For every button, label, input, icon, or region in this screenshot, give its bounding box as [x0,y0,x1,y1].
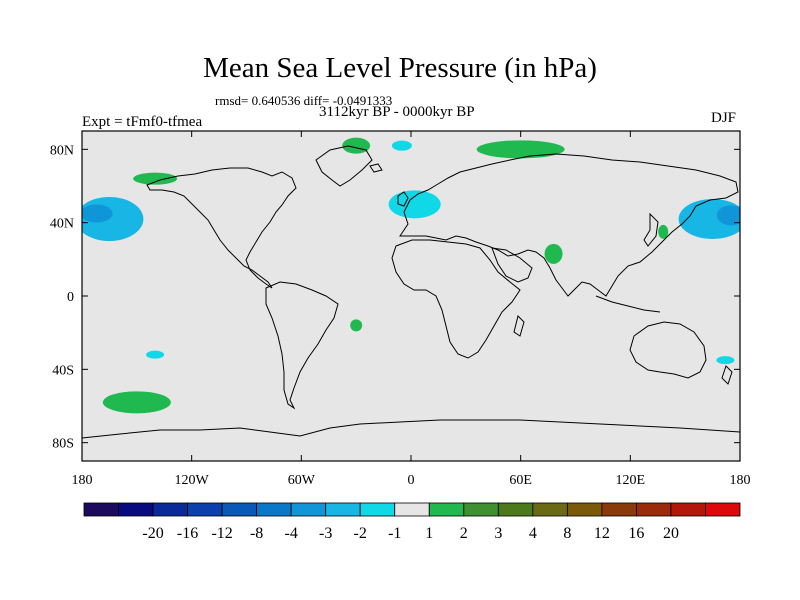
north-america-coast [146,167,297,289]
colorbar-swatch [566,502,603,517]
colorbar-label: -16 [177,525,198,542]
x-tick-label: 180 [72,473,93,488]
x-tick-label: 60W [288,473,316,488]
anomaly-region-north-pacific-west-low-core [716,205,740,226]
anomaly-region-arctic-siberia-high [476,140,565,159]
y-tick-label: 80S [52,437,74,452]
colorbar-swatch [532,502,568,517]
uk-coast [397,191,409,207]
colorbar-swatch [83,502,119,517]
colorbar-swatch [256,502,292,517]
colorbar-label: -3 [319,525,332,542]
anomaly-region-europe-low [388,190,441,219]
colorbar-swatch [221,502,258,517]
y-tick-label: 40N [50,217,74,232]
colorbar-label: 2 [460,525,468,542]
colorbar-swatch [152,502,188,517]
colorbar-swatch [705,502,741,517]
colorbar-label: -1 [388,525,401,542]
colorbar-swatch [636,502,672,517]
anomaly-region-tasman-low [716,356,735,365]
colorbar-swatch [601,502,637,517]
new-zealand-coast [721,365,733,385]
anomaly-region-india-high [544,243,563,264]
colorbar-label: -4 [284,525,297,542]
time-period-subtitle: 3112kyr BP - 0000kyr BP [319,104,475,120]
colorbar-label: -12 [211,525,232,542]
chart-title: Mean Sea Level Pressure (in hPa) [203,52,597,84]
anomaly-region-north-pacific-east-low-core [82,204,113,223]
antarctica-coast [82,419,740,439]
colorbar-label: 12 [594,525,610,542]
x-tick-label: 0 [408,473,415,488]
anomaly-region-south-atlantic-high [350,319,363,332]
rmsd-diff-stats: rmsd= 0.640536 diff= -0.0491333 [215,93,393,108]
japan-coast [643,212,659,247]
anomaly-region-east-asia-high [658,224,669,239]
australia-coast [629,321,707,379]
y-tick-label: 0 [67,290,74,305]
season-label: DJF [711,110,737,126]
anomaly-region-south-pacific-low [146,350,165,359]
colorbar-label: -2 [354,525,367,542]
colorbar-label: 3 [494,525,502,542]
x-tick-label: 180 [730,473,751,488]
colorbar-swatch [497,502,534,517]
colorbar-swatch [290,502,327,517]
colorbar-swatch [359,502,396,517]
colorbar-label: 1 [425,525,433,542]
map-background [82,131,740,461]
colorbar-swatch [670,502,706,517]
africa-coast [391,239,521,359]
colorbar-swatch [394,502,430,517]
colorbar-swatch [325,502,361,517]
indonesia-coast [595,295,661,313]
x-tick-label: 120W [175,473,210,488]
south-america-coast [265,281,339,410]
x-tick-label: 120E [616,473,646,488]
anomaly-region-south-pacific-high [102,391,171,414]
colorbar-label: 16 [628,525,644,542]
y-tick-label: 40S [52,363,74,378]
anomaly-region-alaska-high [133,172,178,185]
colorbar-label: -20 [142,525,163,542]
x-tick-label: 60E [509,473,532,488]
colorbar-label: 4 [529,525,537,542]
greenland-coast [315,145,373,187]
madagascar-coast [513,315,525,337]
colorbar-swatch [187,502,223,517]
coastlines [82,145,740,439]
colorbar-swatch [118,502,154,517]
colorbar-label: -8 [250,525,263,542]
iceland-coast [369,163,383,173]
experiment-label: Expt = tFmf0-tfmea [82,114,203,130]
anomaly-region-greenland-sea-low [391,140,412,151]
colorbar-label: 8 [563,525,571,542]
colorbar-label: 20 [663,525,679,542]
y-tick-label: 80N [50,143,74,158]
colorbar-swatch [463,502,499,517]
colorbar: -20 -16 -12 -8 -4 -3 -2 -1 1 2 3 4 8 12 16 20 [83,502,741,542]
colorbar-swatch [428,502,465,517]
arabia-coast [491,247,533,283]
anomaly-region-greenland-high [342,137,371,154]
eurasia-coast [399,153,739,297]
